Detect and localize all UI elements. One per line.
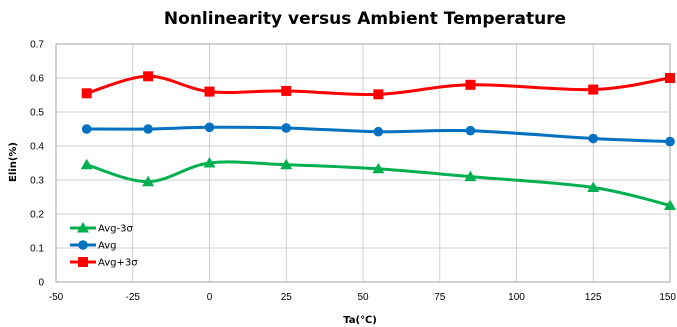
x-tick-label: 75: [434, 292, 446, 303]
data-point-avg-plus-3sigma: [465, 79, 476, 90]
data-point-avg-minus-3sigma: [464, 170, 477, 182]
data-point-avg: [81, 124, 92, 134]
legend-marker-avg-minus-3sigma: [77, 222, 89, 233]
y-tick-label: 0.7: [30, 40, 44, 51]
data-point-avg: [665, 136, 675, 147]
data-point-avg-minus-3sigma: [372, 162, 385, 174]
chart-legend: Avg-3σ Avg Avg+3σ: [70, 222, 138, 269]
y-tick-label: 0.2: [30, 210, 44, 221]
series-line-avg-minus-3sigma: [86, 160, 671, 207]
series-line-avg: [86, 125, 671, 144]
y-tick-label: 0.4: [30, 142, 44, 153]
tick-labels: 0 0.1 0.2 0.3 0.4 0.5 0.6 0.7 -50 -25 0 25 50 75 100 12…: [30, 40, 676, 304]
x-tick-label: 100: [508, 292, 525, 303]
data-point-avg-plus-3sigma: [81, 88, 92, 99]
chart-title: Nonlinearity versus Ambient Temperature: [164, 9, 566, 29]
legend-label-avg-minus-3sigma: Avg-3σ: [98, 224, 133, 235]
series-avg: [81, 122, 675, 147]
series-avg-minus-3sigma: [80, 157, 676, 210]
legend-label-avg-plus-3sigma: Avg+3σ: [98, 258, 138, 269]
data-point-avg: [143, 124, 153, 134]
data-point-avg-minus-3sigma: [203, 157, 216, 168]
legend-marker-avg-plus-3sigma: [78, 257, 88, 267]
x-tick-label: -50: [49, 292, 64, 303]
y-tick-label: 0.3: [30, 176, 44, 187]
data-point-avg-plus-3sigma: [204, 86, 215, 97]
data-point-avg: [281, 123, 292, 133]
x-tick-label: -25: [126, 292, 141, 303]
data-point-avg: [465, 125, 476, 136]
data-point-avg-plus-3sigma: [281, 85, 292, 96]
data-point-avg-minus-3sigma: [280, 158, 293, 170]
x-tick-label: 50: [357, 292, 369, 303]
data-point-avg-plus-3sigma: [143, 71, 154, 82]
data-point-avg-plus-3sigma: [373, 89, 384, 100]
data-point-avg-minus-3sigma: [587, 181, 600, 192]
series-line-avg-plus-3sigma: [86, 74, 671, 96]
y-tick-label: 0: [38, 278, 44, 289]
chart-series: [80, 71, 676, 210]
data-point-avg-minus-3sigma: [80, 158, 93, 170]
data-point-avg-minus-3sigma: [664, 199, 676, 210]
chart-grid: [55, 43, 671, 283]
x-tick-label: 125: [585, 292, 602, 303]
data-point-avg: [204, 122, 215, 133]
data-point-avg-plus-3sigma: [665, 73, 675, 83]
data-point-avg-minus-3sigma: [142, 175, 155, 187]
legend-label-avg: Avg: [98, 241, 117, 252]
data-point-avg: [373, 126, 384, 137]
legend-marker-avg: [78, 240, 88, 250]
x-tick-label: 0: [207, 292, 213, 303]
y-tick-label: 0.5: [30, 108, 44, 119]
y-tick-label: 0.1: [30, 244, 44, 255]
series-avg-plus-3sigma: [81, 71, 675, 100]
plot-area-border: [55, 43, 671, 283]
y-tick-label: 0.6: [30, 74, 44, 85]
chart-axes: [55, 43, 671, 283]
data-point-avg: [588, 133, 599, 144]
data-point-avg-plus-3sigma: [588, 84, 599, 95]
x-axis-label: Ta(℃): [343, 315, 377, 326]
x-tick-label: 25: [281, 292, 293, 303]
y-axis-label: Elin(%): [8, 142, 19, 182]
x-tick-label: 150: [659, 292, 676, 303]
